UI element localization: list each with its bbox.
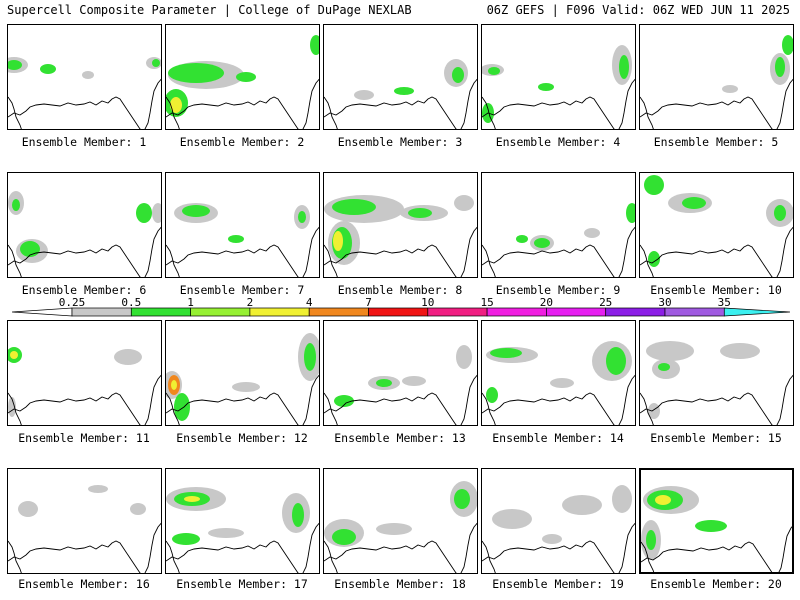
ensemble-member-map-3: [323, 24, 478, 130]
ensemble-member-label: Ensemble Member: 19: [492, 577, 624, 591]
map-canvas: [324, 345, 477, 425]
ensemble-member-label: Ensemble Member: 20: [650, 577, 782, 591]
ensemble-member-map-11: [7, 320, 162, 426]
colorbar-tick-label: 30: [658, 296, 671, 309]
ensemble-member-map-15: [639, 320, 794, 426]
ensemble-member-label: Ensemble Member: 4: [495, 135, 621, 149]
colorbar-segment: [546, 307, 607, 317]
ensemble-member-map-9: [481, 172, 636, 278]
colorbar-segment: [249, 307, 310, 317]
ensemble-member-map-13: [323, 320, 478, 426]
ensemble-member-label: Ensemble Member: 10: [650, 283, 782, 297]
map-canvas: [641, 486, 792, 572]
ensemble-member-map-16: [7, 468, 162, 574]
ensemble-member-map-14: [481, 320, 636, 426]
ensemble-member-map-4: [481, 24, 636, 130]
ensemble-member-map-2: [165, 24, 320, 130]
ensemble-member-map-19: [481, 468, 636, 574]
header-valid-time: 06Z GEFS | F096 Valid: 06Z WED JUN 11 20…: [486, 3, 790, 17]
map-canvas: [640, 35, 793, 129]
ensemble-member-map-17: [165, 468, 320, 574]
colorbar-segment: [486, 307, 547, 317]
ensemble-member-label: Ensemble Member: 18: [334, 577, 466, 591]
header-title: Supercell Composite Parameter | College …: [7, 3, 412, 17]
ensemble-member-label: Ensemble Member: 9: [495, 283, 621, 297]
map-canvas: [166, 487, 319, 573]
map-canvas: [482, 203, 635, 277]
map-canvas: [324, 481, 477, 573]
map-canvas: [8, 57, 161, 129]
map-canvas: [8, 191, 161, 277]
colorbar-segment: [664, 307, 725, 317]
colorbar-tick-label: 20: [540, 296, 553, 309]
ensemble-member-map-6: [7, 172, 162, 278]
colorbar-tick-label: 0.5: [121, 296, 141, 309]
ensemble-member-map-5: [639, 24, 794, 130]
map-canvas: [482, 341, 635, 425]
ensemble-member-map-12: [165, 320, 320, 426]
ensemble-member-label: Ensemble Member: 16: [18, 577, 150, 591]
colorbar-segment: [427, 307, 488, 317]
colorbar-segment: [190, 307, 251, 317]
colorbar-segment: [130, 307, 191, 317]
colorbar-tick-label: 35: [718, 296, 731, 309]
colorbar-tick-label: 25: [599, 296, 612, 309]
map-canvas: [166, 35, 319, 129]
colorbar-tick-label: 15: [480, 296, 493, 309]
colorbar-tick-label: 0.25: [59, 296, 86, 309]
colorbar-arrow-right: [723, 307, 791, 317]
colorbar: 0.25 0.5 1 2 4 7 10 15 20 25 30 35: [12, 296, 791, 317]
ensemble-member-map-20: [639, 468, 794, 574]
ensemble-member-label: Ensemble Member: 17: [176, 577, 308, 591]
colorbar-tick-label: 4: [306, 296, 313, 309]
ensemble-member-label: Ensemble Member: 7: [179, 283, 305, 297]
ensemble-member-label: Ensemble Member: 6: [21, 283, 147, 297]
ensemble-member-map-8: [323, 172, 478, 278]
map-canvas: [166, 203, 319, 277]
ensemble-member-label: Ensemble Member: 3: [337, 135, 463, 149]
map-canvas: [482, 45, 635, 129]
map-canvas: [640, 341, 793, 425]
colorbar-segment: [308, 307, 369, 317]
map-canvas: [8, 347, 161, 425]
ensemble-member-label: Ensemble Member: 8: [337, 283, 463, 297]
ensemble-member-map-18: [323, 468, 478, 574]
map-canvas: [482, 485, 635, 573]
colorbar-segment: [71, 307, 132, 317]
ensemble-member-label: Ensemble Member: 13: [334, 431, 466, 445]
colorbar-tick-label: 1: [187, 296, 194, 309]
map-canvas: [640, 175, 793, 277]
ensemble-member-map-1: [7, 24, 162, 130]
colorbar-tick-label: 7: [365, 296, 372, 309]
ensemble-member-label: Ensemble Member: 5: [653, 135, 779, 149]
ensemble-member-label: Ensemble Member: 14: [492, 431, 624, 445]
ensemble-member-label: Ensemble Member: 12: [176, 431, 308, 445]
colorbar-arrow-left: [12, 307, 73, 317]
ensemble-member-label: Ensemble Member: 1: [21, 135, 147, 149]
colorbar-tick-label: 2: [247, 296, 254, 309]
map-canvas: [324, 59, 477, 129]
ensemble-member-label: Ensemble Member: 15: [650, 431, 782, 445]
colorbar-tick-label: 10: [421, 296, 434, 309]
ensemble-member-map-7: [165, 172, 320, 278]
map-canvas: [324, 195, 477, 277]
colorbar-segment: [605, 307, 666, 317]
colorbar-segment: [368, 307, 429, 317]
ensemble-member-map-10: [639, 172, 794, 278]
map-canvas: [8, 485, 161, 573]
ensemble-member-label: Ensemble Member: 2: [179, 135, 305, 149]
ensemble-member-label: Ensemble Member: 11: [18, 431, 150, 445]
map-canvas: [166, 333, 319, 425]
